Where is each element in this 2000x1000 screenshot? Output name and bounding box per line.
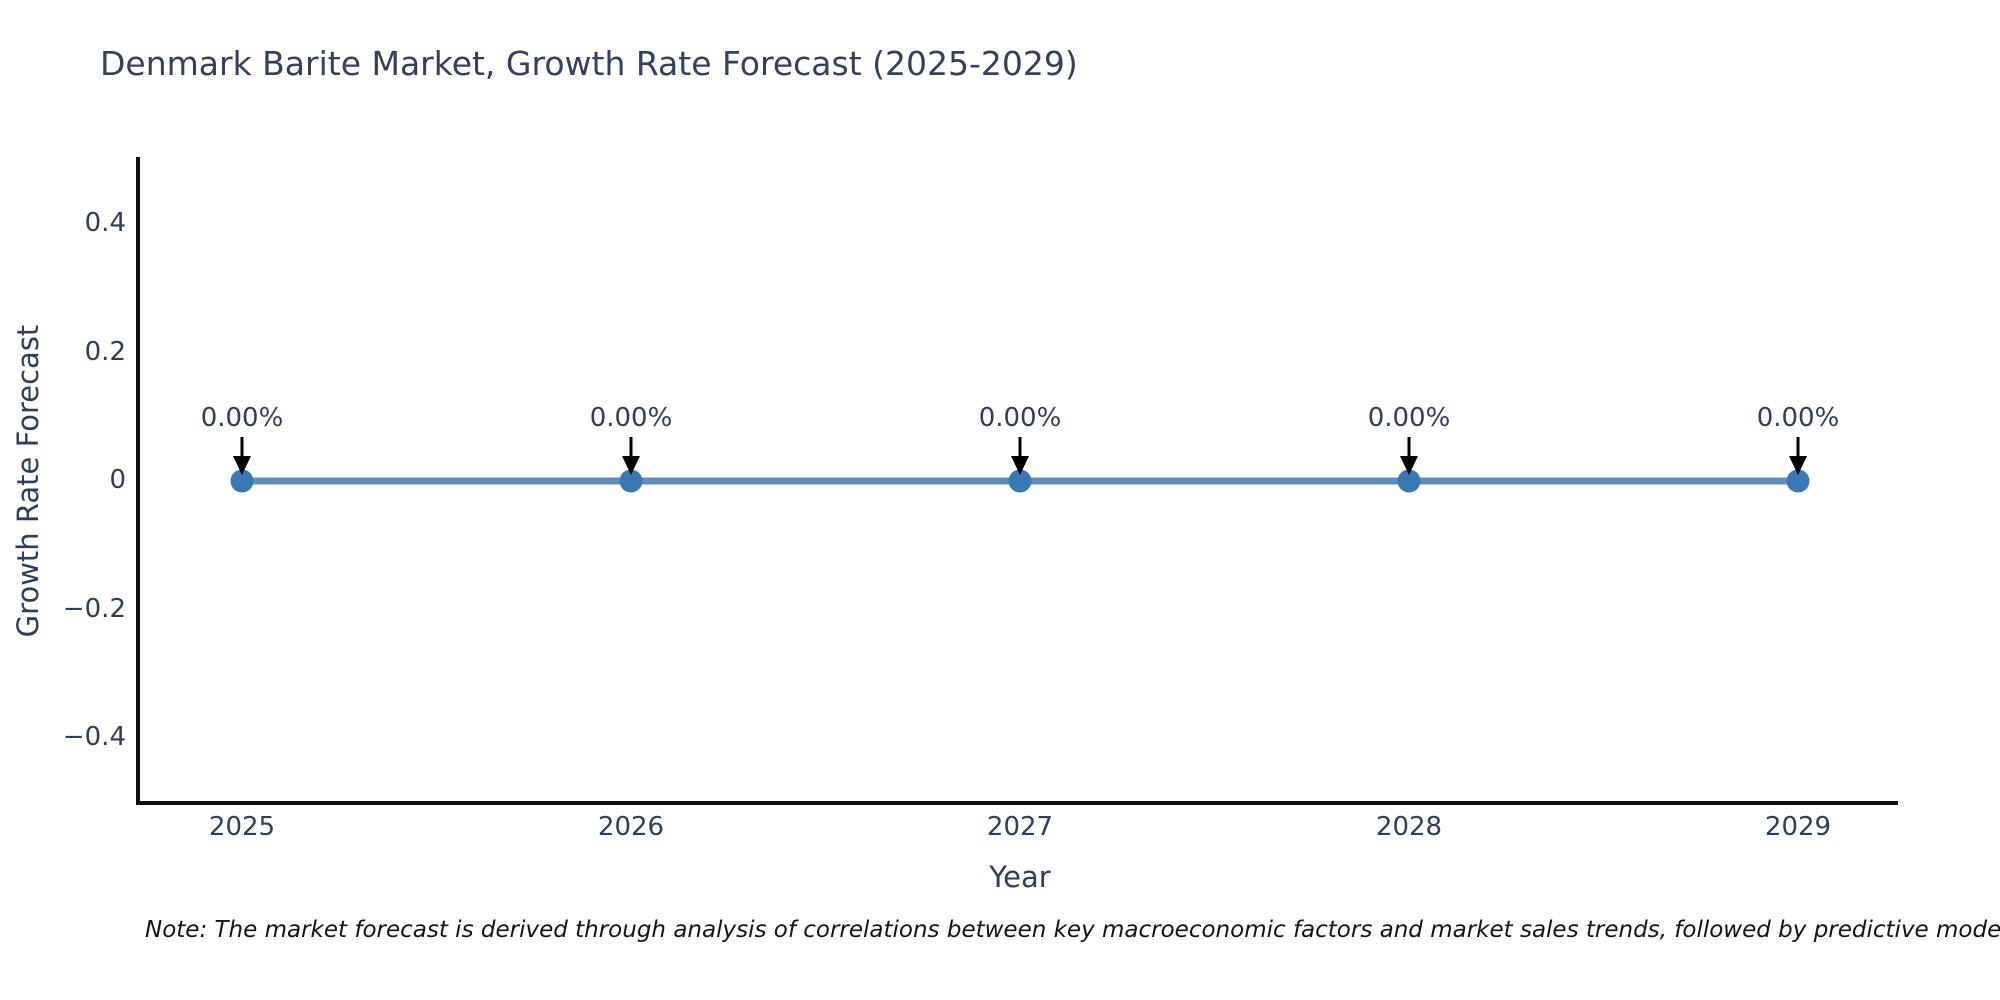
x-tick-label: 2027 — [986, 812, 1054, 842]
note-text: Note: The market forecast is derived thr… — [145, 917, 2000, 943]
annotation-label: 0.00% — [978, 403, 1062, 433]
annotation-arrow — [1011, 437, 1029, 475]
y-tick-label: −0.2 — [62, 594, 126, 624]
x-tick-label: 2028 — [1375, 812, 1443, 842]
data-point-marker — [230, 469, 254, 493]
y-tick-label: 0.4 — [84, 208, 126, 238]
y-tick-label: −0.4 — [62, 722, 126, 752]
annotation-label: 0.00% — [200, 403, 284, 433]
x-axis-title: Year — [989, 860, 1051, 894]
annotation-arrow — [1400, 437, 1418, 475]
annotation-label: 0.00% — [1756, 403, 1840, 433]
data-point-marker — [1008, 469, 1032, 493]
x-tick-label: 2025 — [208, 812, 276, 842]
annotation-arrow — [622, 437, 640, 475]
chart-title: Denmark Barite Market, Growth Rate Forec… — [100, 44, 1078, 83]
x-tick-label: 2026 — [597, 812, 665, 842]
annotation-arrow — [233, 437, 251, 475]
x-tick-label: 2029 — [1764, 812, 1832, 842]
annotation-arrow — [1789, 437, 1807, 475]
annotation-label: 0.00% — [589, 403, 673, 433]
data-point-marker — [1397, 469, 1421, 493]
data-point-marker — [1786, 469, 1810, 493]
y-tick-label: 0 — [109, 465, 126, 495]
y-tick-label: 0.2 — [84, 337, 126, 367]
data-point-marker — [619, 469, 643, 493]
y-axis-title: Growth Rate Forecast — [11, 324, 45, 638]
annotation-label: 0.00% — [1367, 403, 1451, 433]
